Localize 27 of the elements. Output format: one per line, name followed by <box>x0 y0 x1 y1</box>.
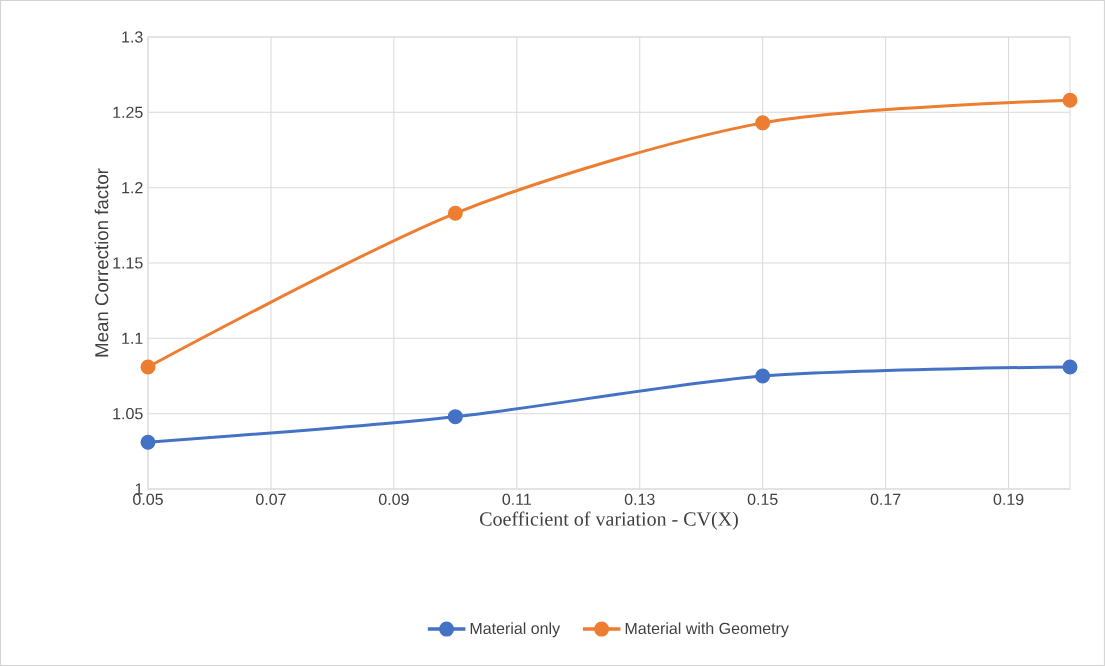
legend-label: Material only <box>470 622 561 638</box>
y-tick-label: 1.05 <box>113 408 143 420</box>
point <box>447 205 463 221</box>
x-tick-label: 0.09 <box>378 493 409 506</box>
x-tick-label: 0.11 <box>502 493 531 506</box>
point <box>755 115 771 131</box>
y-tick-label: 1.3 <box>122 31 143 43</box>
point <box>140 434 156 450</box>
y-tick-label: 1.15 <box>113 257 143 269</box>
x-tick-label: 0.13 <box>624 493 655 506</box>
x-axis-title: Coefficient of variation - CV(X) <box>480 511 738 530</box>
x-tick-label: 0.07 <box>256 493 286 506</box>
legend-label: Material with Geometry <box>625 622 789 638</box>
y-tick-label: 1.1 <box>122 332 143 344</box>
point <box>140 359 156 375</box>
y-tick-label: 1 <box>135 483 143 495</box>
x-tick-label: 0.05 <box>133 493 163 506</box>
x-tick-label: 0.15 <box>747 493 778 506</box>
x-tick-label: 0.17 <box>870 493 901 506</box>
point <box>1062 92 1078 108</box>
x-tick-label: 0.19 <box>993 493 1024 506</box>
point <box>1062 359 1078 375</box>
point <box>755 368 771 384</box>
y-tick-label: 1.25 <box>113 106 143 118</box>
y-axis-title: Mean Correction factor <box>94 168 109 357</box>
point <box>447 409 463 425</box>
y-tick-label: 1.2 <box>122 182 143 194</box>
